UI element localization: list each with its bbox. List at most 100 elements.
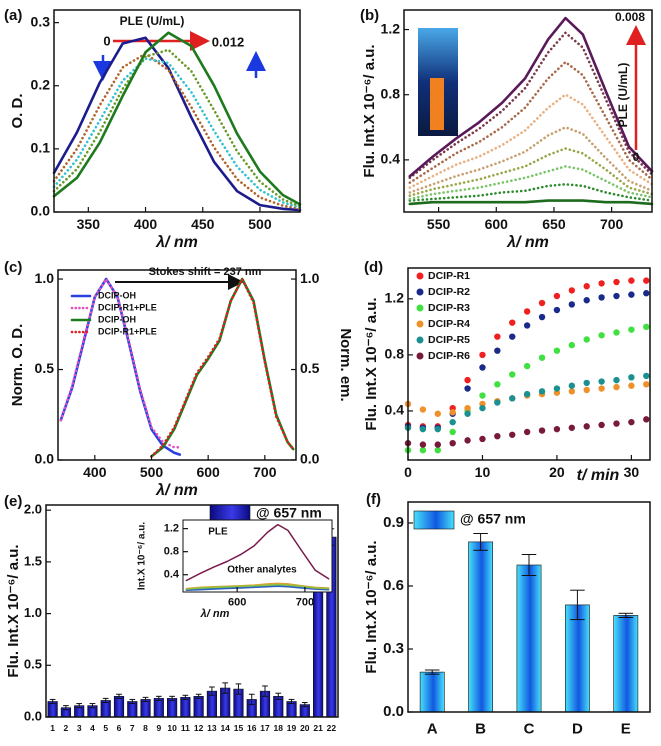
panel: (d) 0 10 20 30 0.4 0.8 1.2 t/ min Flu. Int.X 10⁻⁶… — [363, 259, 651, 484]
x-tick-label: 350 — [77, 216, 101, 232]
data-point — [568, 424, 576, 431]
data-point — [598, 294, 605, 301]
data-point — [628, 418, 635, 426]
data-point — [538, 313, 546, 321]
error-bar — [235, 683, 242, 695]
y-axis-label: Norm. O. D. — [9, 324, 26, 407]
data-point — [538, 388, 546, 395]
annotation: 0 — [103, 33, 110, 48]
x-tick-label: 8 — [143, 723, 148, 733]
x-tick-label: 650 — [542, 216, 566, 232]
data-line — [185, 523, 330, 582]
data-point — [628, 277, 635, 284]
data-point — [598, 421, 605, 429]
x-tick-label: 17 — [260, 723, 270, 733]
data-point — [643, 381, 650, 388]
x-tick-label: 4 — [90, 723, 95, 733]
y-tick-label: 0.8 — [164, 546, 179, 558]
data-point — [568, 301, 576, 308]
data-point — [553, 292, 561, 300]
x-tick-label: 400 — [134, 216, 158, 232]
data-point — [628, 374, 635, 381]
y-tick-label: 1.5 — [24, 553, 42, 568]
annotation: PLE (U/mL) — [120, 14, 185, 28]
legend-label: DCIP-R6 — [428, 350, 470, 362]
data-point — [434, 410, 441, 417]
x-tick-label: 0 — [404, 464, 412, 480]
data-line — [52, 57, 302, 209]
bar — [153, 698, 164, 718]
y-tick-label: 0.2 — [31, 76, 51, 92]
data-point — [568, 341, 576, 349]
data-point — [464, 385, 471, 392]
y-tick-label: 0.0 — [24, 708, 42, 723]
error-bar — [129, 698, 136, 705]
data-point — [583, 423, 590, 430]
axes-frame — [403, 9, 653, 213]
x-tick-label: A — [427, 720, 438, 737]
legend-swatch — [416, 336, 424, 344]
y-tick-label: 0.0 — [35, 451, 55, 467]
x-tick-label: C — [524, 720, 535, 737]
data-point — [464, 376, 471, 384]
data-point — [523, 428, 531, 436]
x-axis-label: λ/ nm — [200, 608, 230, 620]
data-point — [613, 278, 620, 286]
plot-area — [185, 523, 330, 592]
data-point — [509, 395, 516, 402]
y-tick-label: 0.8 — [385, 346, 405, 362]
data-point — [538, 427, 546, 434]
legend-swatch — [416, 288, 424, 296]
data-point — [479, 404, 486, 412]
data-point — [553, 347, 561, 354]
data-point — [464, 410, 471, 417]
legend-swatch — [416, 320, 424, 328]
x-tick-label: 6 — [117, 723, 122, 733]
data-point — [613, 292, 620, 300]
data-point — [613, 420, 620, 427]
data-point — [419, 441, 427, 448]
data-point — [583, 379, 590, 387]
x-tick-label: 18 — [274, 723, 284, 733]
axes-frame — [182, 519, 333, 593]
error-bar — [301, 702, 308, 708]
data-line — [408, 147, 654, 197]
y-tick-label: 1.2 — [164, 523, 179, 535]
data-point — [479, 392, 486, 399]
panel: (e)1 2 3 4 5 6 7 8 9 10 11 12 13 14 15 16 17 18 19 20 21 220.… — [4, 493, 339, 733]
legend-label: DCIP-R3 — [428, 302, 470, 314]
data-point — [494, 381, 501, 388]
x-tick-label: 30 — [624, 464, 640, 480]
data-point — [419, 446, 427, 454]
axes-frame — [57, 269, 297, 461]
data-point — [613, 329, 620, 336]
y-tick-label: 0.5 — [24, 657, 42, 672]
data-point — [553, 306, 561, 314]
error-bar — [49, 698, 56, 705]
y-axis-label: Flu. Int.X 10⁻⁶/ a.u. — [361, 44, 378, 177]
error-bar — [262, 685, 268, 697]
data-line — [52, 48, 302, 208]
x-tick-label: 5 — [103, 723, 108, 733]
data-point — [568, 382, 576, 389]
x-tick-label: 20 — [549, 464, 565, 480]
panel: 600 700 0.4 0.8 1.2 λ/ nm Int.X 10⁻⁶/ a.u. PLE O… — [137, 519, 333, 620]
y-tick-label: 0.0 — [383, 703, 404, 720]
data-point — [628, 291, 635, 298]
x-tick-label: 700 — [253, 464, 277, 480]
x-tick-label: 550 — [427, 216, 451, 232]
x-tick-label: 7 — [130, 723, 135, 733]
error-bar — [618, 612, 634, 618]
legend-swatch — [416, 272, 424, 280]
data-point — [583, 283, 590, 290]
x-tick-label: 10 — [475, 464, 491, 480]
legend-label: DCIP-R1+PLE — [98, 326, 157, 336]
panel-label: (e) — [4, 493, 22, 510]
bar — [419, 671, 445, 713]
legend-swatch — [416, 352, 424, 360]
panel: (c) 400 500 600 700 0.0 0.5 1.0 0.0 0.5 1.0 λ/ nm No… — [4, 259, 354, 499]
y-tick-label: 0.0 — [31, 203, 51, 219]
inset-photo — [430, 78, 444, 130]
